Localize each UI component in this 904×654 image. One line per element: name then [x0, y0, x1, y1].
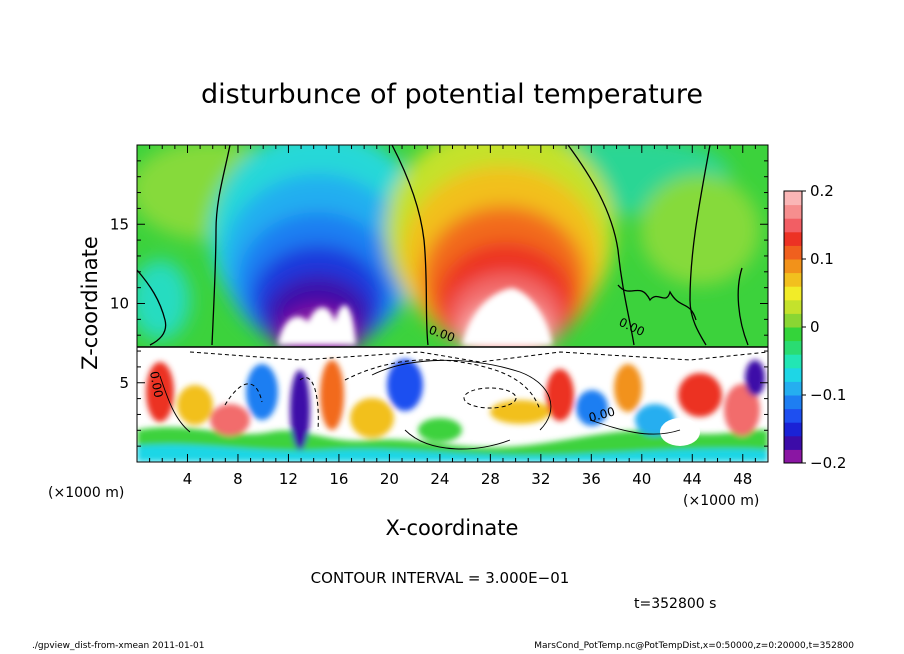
x-tick-label: 16: [329, 470, 348, 488]
dashed-contours: [189, 351, 768, 431]
colorbar-swatch: [784, 245, 802, 260]
contour-label: 0.00: [147, 370, 165, 399]
x-tick-label: 36: [582, 470, 601, 488]
contour-interval-text: CONTOUR INTERVAL = 3.000E−01: [311, 569, 570, 587]
smooth-field: [137, 145, 760, 366]
x-tick-label: 12: [279, 470, 298, 488]
colorbar-tick-label: 0.1: [810, 250, 834, 268]
colorbar-swatch: [784, 395, 802, 410]
colorbar-swatch: [784, 204, 802, 219]
x-tick-label: 4: [183, 470, 193, 488]
x-tick-label: 8: [233, 470, 243, 488]
warm-core: [462, 288, 552, 345]
x-tick-label: 44: [683, 470, 702, 488]
x-axis-label: X-coordinate: [386, 516, 519, 540]
colorbar-swatch: [784, 313, 802, 328]
contour-label: 0.00: [587, 404, 616, 424]
x-axis: 4 8 12 16 20 24 28 32 36 40 44 48: [149, 145, 756, 488]
colorbar-swatch: [784, 327, 802, 342]
colorbar-swatch: [784, 191, 802, 206]
colorbar-tick-label: −0.1: [810, 386, 846, 404]
cold-core: [278, 305, 356, 345]
colorbar-tick-label: −0.2: [810, 454, 846, 472]
boundary-layer: [137, 347, 768, 462]
x-tick-label: 20: [380, 470, 399, 488]
y-tick-label: 5: [119, 374, 129, 392]
colorbar-swatch: [784, 231, 802, 246]
colorbar-swatch: [784, 354, 802, 369]
colorbar-swatch: [784, 367, 802, 382]
x-tick-label: 24: [430, 470, 449, 488]
z-unit-label: (×1000 m): [48, 485, 124, 501]
colorbar-swatch: [784, 449, 802, 464]
colorbar-swatch: [784, 408, 802, 423]
chart-title: disturbunce of potential temperature: [201, 79, 703, 110]
time-text: t=352800 s: [634, 596, 716, 612]
colorbar-tick-label: 0.2: [810, 182, 834, 200]
x-tick-label: 28: [481, 470, 500, 488]
footer-left: ./gpview_dist-from-xmean 2011-01-01: [32, 641, 205, 651]
colorbar: [784, 191, 802, 464]
x-tick-label: 40: [632, 470, 651, 488]
x-unit-label: (×1000 m): [683, 493, 759, 509]
colorbar-swatch: [784, 259, 802, 274]
colorbar-swatch: [784, 381, 802, 396]
y-axis: 5 10 15: [110, 160, 768, 447]
y-tick-label: 10: [110, 295, 129, 313]
x-tick-label: 48: [733, 470, 752, 488]
colorbar-swatch: [784, 340, 802, 355]
y-axis-label: Z-coordinate: [78, 236, 102, 370]
colorbar-ticks: 0.2 0.1 0 −0.1 −0.2: [802, 182, 846, 472]
colorbar-swatch: [784, 218, 802, 233]
colorbar-swatch: [784, 299, 802, 314]
colorbar-swatch: [784, 272, 802, 287]
x-tick-label: 32: [531, 470, 550, 488]
solid-lower-contours: [159, 359, 681, 450]
colorbar-swatch: [784, 435, 802, 450]
contour-lines: [137, 145, 768, 348]
colorbar-swatch: [784, 422, 802, 437]
footer-right: MarsCond_PotTemp.nc@PotTempDist,x=0:5000…: [534, 641, 854, 651]
y-tick-label: 15: [110, 215, 129, 233]
colorbar-tick-label: 0: [810, 318, 820, 336]
plot-area: 0.00 0.00 0.00 0.00: [137, 145, 768, 462]
colorbar-swatch: [784, 286, 802, 301]
